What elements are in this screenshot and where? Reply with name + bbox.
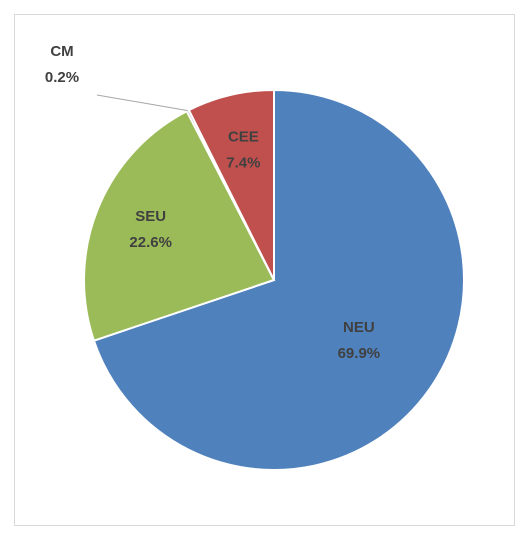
value-label: 0.2% bbox=[45, 69, 79, 86]
pie-slice bbox=[92, 88, 465, 471]
value-label: 69.9% bbox=[338, 345, 381, 362]
value-label: 22.6% bbox=[129, 234, 172, 251]
category-label: CEE bbox=[228, 129, 259, 146]
value-label: 7.4% bbox=[226, 155, 260, 172]
leader-line bbox=[96, 94, 188, 112]
pie-slice bbox=[83, 109, 276, 342]
category-label: CM bbox=[50, 43, 73, 60]
category-label: NEU bbox=[343, 319, 375, 336]
pie-slice bbox=[187, 88, 275, 281]
category-label: SEU bbox=[135, 208, 166, 225]
